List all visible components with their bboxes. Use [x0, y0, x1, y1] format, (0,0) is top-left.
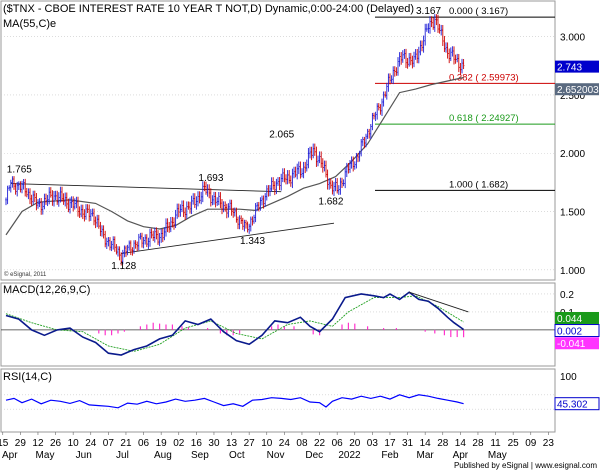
macd-value-tag: 0.002	[557, 327, 582, 338]
price-tick-label: 3.000	[560, 33, 585, 44]
date-day-label: 13	[226, 438, 238, 449]
date-month-label: Apr	[2, 450, 18, 461]
rsi-axis: 100 45.302	[555, 372, 599, 411]
date-month-label: Apr	[453, 450, 469, 461]
date-month-label: May	[36, 450, 55, 461]
date-day-label: 28	[437, 438, 449, 449]
date-day-label: 14	[420, 438, 432, 449]
macd-tick-label: 0.2	[560, 290, 574, 301]
last-price-tag: 2.743	[557, 63, 582, 74]
price-annotation: 1.343	[240, 236, 265, 247]
fib-level-label: 1.000 ( 1.682)	[449, 179, 508, 190]
rsi-tick-label: 100	[560, 372, 577, 383]
date-day-label: 17	[384, 438, 396, 449]
date-day-label: 30	[208, 438, 220, 449]
date-day-label: 24	[85, 438, 97, 449]
date-day-label: 02	[173, 438, 185, 449]
date-month-label: Mar	[417, 450, 435, 461]
date-month-label: Oct	[229, 450, 245, 461]
ma-label: MA(55,C)e	[3, 18, 56, 30]
date-month-label: Jun	[76, 450, 92, 461]
price-annotation: 1.128	[111, 261, 136, 272]
date-month-label: 2022	[338, 450, 361, 461]
date-day-label: 26	[50, 438, 62, 449]
date-day-label: 19	[156, 438, 168, 449]
macd-title: MACD(12,26,9,C)	[3, 284, 90, 296]
date-day-label: 12	[32, 438, 44, 449]
fib-level-label: 0.000 ( 3.167)	[449, 6, 508, 17]
date-day-label: 11	[490, 438, 501, 449]
date-month-label: Sep	[191, 450, 209, 461]
date-day-label: 29	[15, 438, 27, 449]
rsi-title: RSI(14,C)	[3, 371, 52, 383]
date-day-label: 15	[0, 438, 9, 449]
date-day-label: 10	[68, 438, 80, 449]
date-day-label: 28	[472, 438, 484, 449]
date-day-label: 06	[332, 438, 344, 449]
date-month-label: Aug	[154, 450, 172, 461]
rsi-panel-frame	[1, 369, 555, 432]
price-annotation: 1.765	[7, 165, 32, 176]
date-month-label: Dec	[305, 450, 323, 461]
publisher-text: Published by eSignal | www.esignal.com	[454, 461, 597, 470]
price-tick-label: 1.000	[560, 266, 585, 277]
chart-title: ($TNX - CBOE INTEREST RATE 10 YEAR T NOT…	[3, 3, 414, 15]
price-tick-label: 2.000	[560, 149, 585, 160]
date-day-label: 06	[138, 438, 150, 449]
date-day-label: 03	[367, 438, 379, 449]
fib-level-label: 0.618 ( 2.24927)	[449, 113, 519, 124]
price-annotation: 2.065	[269, 130, 294, 141]
date-day-label: 14	[455, 438, 467, 449]
date-month-label: Nov	[267, 450, 285, 461]
macd-hist-tag: -0.041	[557, 339, 586, 350]
date-day-label: 20	[349, 438, 361, 449]
date-day-label: 08	[296, 438, 308, 449]
date-month-label: Feb	[381, 450, 399, 461]
price-annotation: 3.167	[416, 6, 441, 17]
copyright-text: © eSignal, 2011	[4, 271, 47, 278]
date-day-label: 24	[279, 438, 291, 449]
price-annotation: 1.693	[198, 173, 223, 184]
date-day-label: 22	[314, 438, 326, 449]
date-month-label: Jul	[116, 450, 129, 461]
price-axis: 1.000 1.500 2.000 2.500 3.000 2.743 2.652003	[555, 33, 599, 277]
macd-signal-tag: 0.044	[557, 314, 582, 325]
macd-axis: 0.20.10.0440.002-0.041	[555, 290, 599, 350]
date-day-label: 21	[120, 438, 132, 449]
price-tick-label: 1.500	[560, 208, 585, 219]
date-day-label: 31	[402, 438, 414, 449]
date-day-label: 16	[191, 438, 203, 449]
date-month-label: May	[488, 450, 507, 461]
date-day-label: 25	[508, 438, 520, 449]
date-day-label: 27	[244, 438, 256, 449]
rsi-value-tag: 45.302	[557, 400, 588, 411]
date-day-label: 07	[103, 438, 115, 449]
price-annotation: 1.682	[318, 196, 343, 207]
date-day-label: 09	[525, 438, 537, 449]
date-axis: 15 29 12 26 10 24 07 21 06 19 02 16 30 13 27 10 24 08 22 06…	[0, 432, 554, 461]
date-day-label: 23	[543, 438, 555, 449]
date-day-label: 10	[261, 438, 273, 449]
ma-value-tag: 2.652003	[557, 85, 599, 96]
